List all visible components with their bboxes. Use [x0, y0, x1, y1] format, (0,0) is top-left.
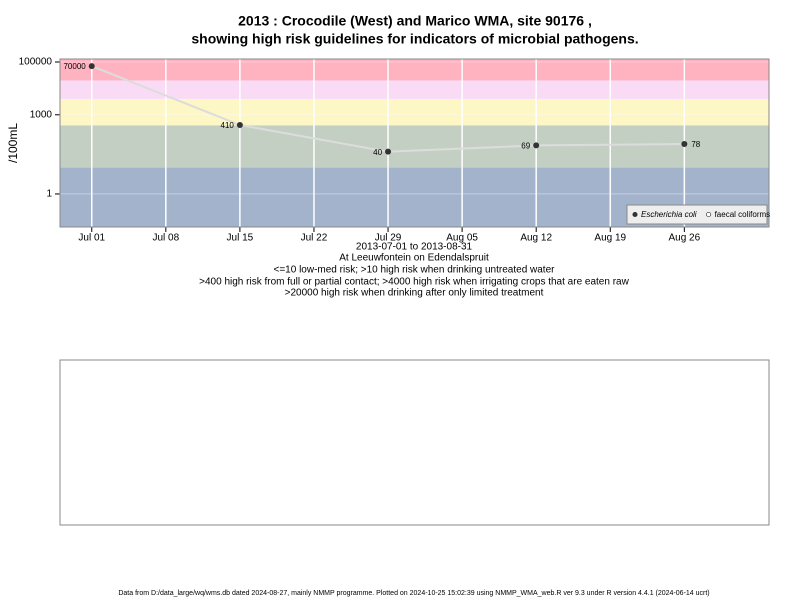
note: >20000 high risk when drinking after onl… — [285, 288, 544, 299]
empty-panel — [59, 359, 770, 526]
legend-label: Escherichia coli — [641, 210, 697, 219]
note: >400 high risk from full or partial cont… — [199, 277, 629, 288]
legend-label: faecal coliforms — [715, 210, 771, 219]
data-point — [88, 63, 95, 70]
legend-box — [626, 204, 768, 225]
risk-band — [60, 80, 769, 99]
x-tick-label: Aug 05 — [446, 233, 478, 244]
legend-marker — [706, 211, 712, 218]
data-point — [236, 122, 243, 129]
x-tick-label: Jul 08 — [152, 233, 179, 244]
risk-band — [60, 125, 769, 168]
data-label: 40 — [373, 148, 382, 157]
plot-frame — [59, 58, 770, 228]
note: <=10 low-med risk; >10 high risk when dr… — [274, 265, 556, 276]
data-label: 70000 — [63, 62, 86, 71]
legend-marker — [632, 211, 638, 218]
risk-band — [60, 98, 769, 126]
data-label: 410 — [221, 121, 235, 130]
x-tick-label: Aug 19 — [594, 233, 626, 244]
y-tick-label: 100000 — [19, 57, 53, 68]
footer: Data from D:/data_large/wq/wms.db dated … — [118, 590, 709, 597]
y-tick-label: 1000 — [30, 109, 53, 120]
risk-band — [60, 59, 769, 81]
chart-title: 2013 : Crocodile (West) and Marico WMA, … — [238, 13, 592, 29]
x-tick-label: Jul 01 — [78, 233, 105, 244]
data-label: 69 — [521, 142, 530, 151]
data-label: 78 — [691, 140, 700, 149]
x-tick-label: Jul 22 — [301, 233, 328, 244]
data-point — [533, 142, 540, 149]
x-tick-label: Jul 15 — [227, 233, 254, 244]
note: At Leeuwfontein on Edendalspruit — [339, 253, 489, 264]
y-tick-label: 1 — [46, 189, 52, 200]
chart-subtitle: showing high risk guidelines for indicat… — [191, 31, 638, 47]
x-tick-label: Aug 12 — [520, 233, 552, 244]
x-tick-label: Jul 29 — [375, 233, 402, 244]
data-point — [385, 148, 392, 155]
data-point — [681, 141, 688, 148]
x-tick-label: Aug 26 — [668, 233, 700, 244]
x-axis-label: 2013-07-01 to 2013-08-31 — [356, 242, 473, 253]
y-axis-label: /100mL — [6, 123, 20, 163]
